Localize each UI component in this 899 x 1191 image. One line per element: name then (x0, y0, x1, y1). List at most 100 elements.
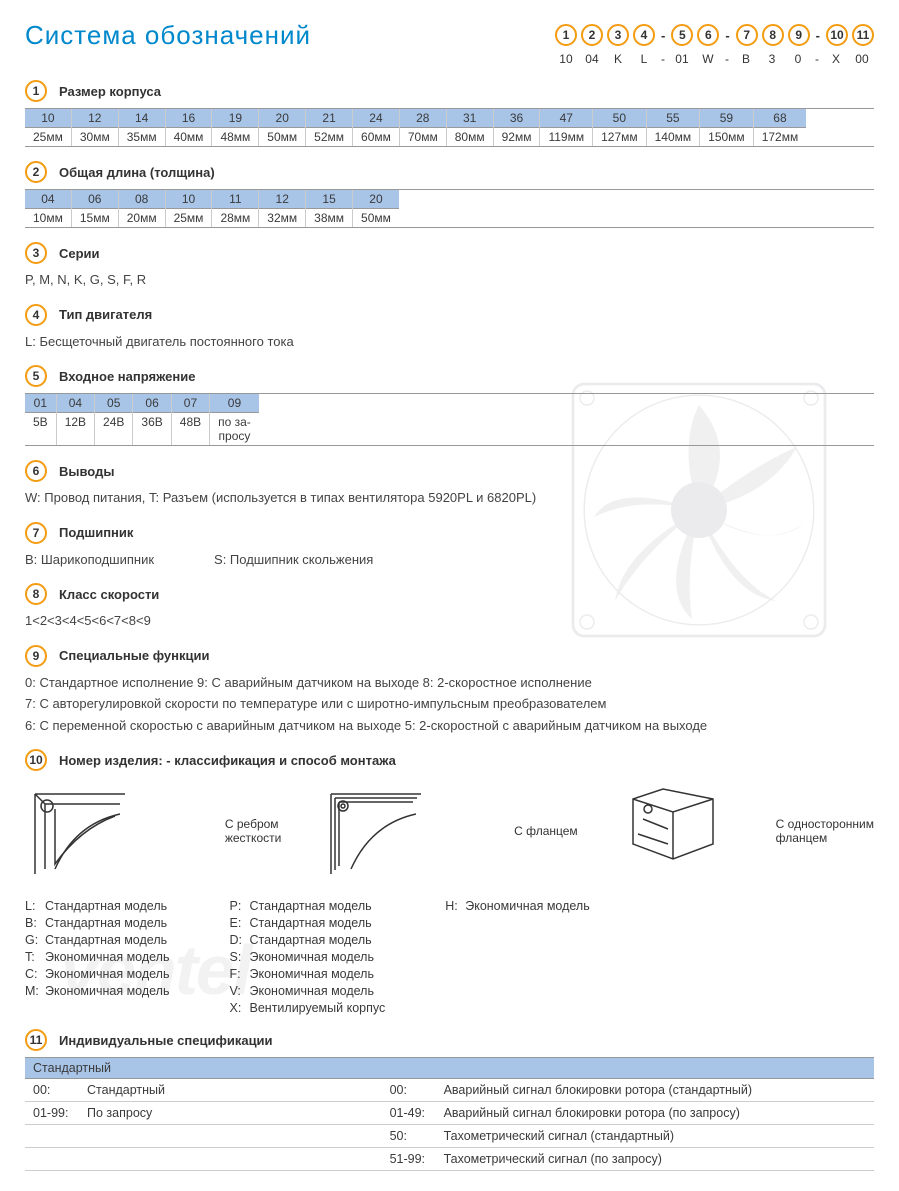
code-example-9: 0 (787, 52, 809, 66)
cell-code: 08 (119, 190, 165, 209)
table-cell: 09по за- просу (210, 394, 259, 445)
code-position-10: 10 (826, 24, 848, 46)
model-code: S: (230, 950, 246, 964)
cell-value: 5В (25, 413, 56, 431)
cell-code: 07 (172, 394, 209, 413)
cell-code: 24 (353, 109, 399, 128)
section-number-1: 1 (25, 80, 47, 102)
cell-value: по за- просу (210, 413, 259, 445)
mount-label: С фланцем (514, 824, 578, 838)
code-dash: - (659, 52, 667, 66)
cell-value: 60мм (353, 128, 399, 146)
section-number-7: 7 (25, 522, 47, 544)
cell-value: 12В (57, 413, 94, 431)
spec-text: По запросу (87, 1106, 152, 1120)
spec-code: 01-99: (33, 1106, 77, 1120)
cell-code: 05 (95, 394, 132, 413)
cell-code: 04 (57, 394, 94, 413)
model-code: L: (25, 899, 41, 913)
cell-value: 48мм (212, 128, 258, 146)
model-text: Экономичная модель (45, 967, 170, 981)
code-example-6: W (697, 52, 719, 66)
model-text: Стандартная модель (250, 899, 372, 913)
table-cell: 1128мм (212, 190, 259, 227)
section-3: 3СерииP, M, N, K, G, S, F, R (25, 242, 874, 290)
code-dash: - (723, 52, 731, 66)
cell-code: 16 (166, 109, 212, 128)
spec-text: Тахометрический сигнал (по запросу) (444, 1152, 662, 1166)
section-2: 2Общая длина (толщина)0410мм0615мм0820мм… (25, 161, 874, 228)
mount-label: С односторонним фланцем (776, 817, 874, 845)
spec-row: 51-99:Тахометрический сигнал (по запросу… (25, 1148, 874, 1171)
model-code: M: (25, 984, 41, 998)
code-table: 015В0412В0524В0636В0748В09по за- просу (25, 393, 874, 446)
cell-code: 20 (353, 190, 399, 209)
section-text: B: ШарикоподшипникS: Подшипник скольжени… (25, 550, 874, 570)
mount-drawing: С фланцем (321, 781, 577, 881)
section-text-line: 7: С авторегулировкой скорости по темпер… (25, 694, 874, 714)
cell-code: 28 (400, 109, 446, 128)
text-left: B: Шарикоподшипник (25, 550, 154, 570)
mount-label: С ребром жесткости (225, 817, 281, 845)
section-title: Тип двигателя (59, 307, 152, 322)
model-code: F: (230, 967, 246, 981)
section-8: 8Класс скорости1<2<3<4<5<6<7<8<9 (25, 583, 874, 631)
cell-value: 24В (95, 413, 132, 431)
section-1: 1Размер корпуса1025мм1230мм1435мм1640мм1… (25, 80, 874, 147)
model-code: B: (25, 916, 41, 930)
section-number-6: 6 (25, 460, 47, 482)
spec-row: 00:Стандартный00:Аварийный сигнал блокир… (25, 1079, 874, 1102)
section-text: W: Провод питания, T: Разъем (использует… (25, 488, 874, 508)
table-cell: 2152мм (306, 109, 353, 146)
section-number-5: 5 (25, 365, 47, 387)
section-number-2: 2 (25, 161, 47, 183)
model-row: T: Экономичная модель (25, 950, 170, 964)
section-title: Индивидуальные спецификации (59, 1033, 273, 1048)
code-example-2: 04 (581, 52, 603, 66)
code-example-3: K (607, 52, 629, 66)
mount-figure-2: С односторонним фланцем (618, 781, 874, 891)
model-code: T: (25, 950, 41, 964)
table-cell: 0748В (172, 394, 210, 445)
code-position-9: 9 (788, 24, 810, 46)
mount-drawing: С односторонним фланцем (618, 781, 874, 881)
code-dash: - (659, 28, 667, 43)
model-text: Экономичная модель (45, 950, 170, 964)
section-title: Специальные функции (59, 648, 210, 663)
spec-right: 01-49:Аварийный сигнал блокировки ротора… (382, 1102, 874, 1124)
section-title: Общая длина (толщина) (59, 165, 215, 180)
section-text-line: 0: Стандартное исполнение 9: С аварийным… (25, 673, 874, 693)
cell-code: 47 (540, 109, 592, 128)
model-row: L:Стандартная модель (25, 899, 170, 913)
spec-right: 00:Аварийный сигнал блокировки ротора (с… (382, 1079, 874, 1101)
model-text: Стандартная модель (250, 933, 372, 947)
model-row: S:Экономичная модель (230, 950, 386, 964)
cell-code: 06 (72, 190, 118, 209)
mount-figures-row: С ребром жесткости С фланцем С односторонн… (25, 781, 874, 891)
table-cell: 1232мм (259, 190, 306, 227)
model-code: G: (25, 933, 41, 947)
section-title: Выводы (59, 464, 114, 479)
cell-code: 11 (212, 190, 258, 209)
model-column: L:Стандартная модельB:Стандартная модель… (25, 899, 170, 1015)
cell-code: 10 (25, 109, 71, 128)
model-code: P: (230, 899, 246, 913)
code-position-5: 5 (671, 24, 693, 46)
table-cell: 0636В (133, 394, 171, 445)
model-code: X: (230, 1001, 246, 1015)
section-5: 5Входное напряжение015В0412В0524В0636В07… (25, 365, 874, 446)
cell-value: 150мм (700, 128, 753, 146)
cell-code: 15 (306, 190, 352, 209)
section-number-4: 4 (25, 304, 47, 326)
model-code: D: (230, 933, 246, 947)
cell-value: 50мм (353, 209, 399, 227)
cell-value: 70мм (400, 128, 446, 146)
cell-value: 52мм (306, 128, 352, 146)
page-title: Система обозначений (25, 20, 311, 51)
code-example-8: 3 (761, 52, 783, 66)
spec-text: Стандартный (87, 1083, 165, 1097)
model-text: Стандартная модель (250, 916, 372, 930)
cell-code: 68 (754, 109, 807, 128)
code-position-11: 11 (852, 24, 874, 46)
section-text: 1<2<3<4<5<6<7<8<9 (25, 611, 874, 631)
